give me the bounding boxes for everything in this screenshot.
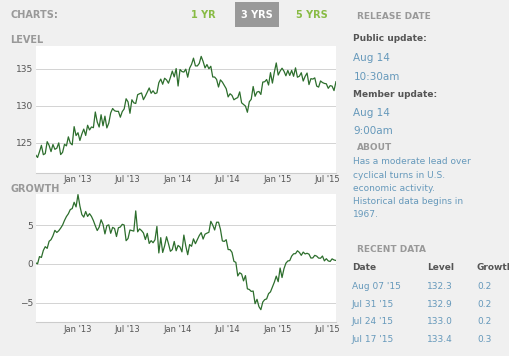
Text: ABOUT: ABOUT [357,143,392,152]
Text: 5 YRS: 5 YRS [296,10,327,20]
Text: Member update:: Member update: [353,90,438,99]
Text: Growth: Growth [477,263,509,272]
Text: Aug 14: Aug 14 [353,108,390,118]
Text: RELEASE DATE: RELEASE DATE [357,12,431,21]
Text: Aug 07 '15: Aug 07 '15 [352,282,401,291]
Text: GROWTH: GROWTH [10,184,60,194]
Text: Aug 14: Aug 14 [353,53,390,63]
Text: CHARTS:: CHARTS: [10,10,58,20]
Text: Public update:: Public update: [353,35,427,43]
Text: 0.2: 0.2 [477,300,491,309]
Text: 132.3: 132.3 [427,282,453,291]
Text: 1 YR: 1 YR [191,10,215,20]
Text: 10:30am: 10:30am [353,72,400,82]
Text: Jul 24 '15: Jul 24 '15 [352,318,393,326]
Text: Level: Level [427,263,454,272]
Text: 133.0: 133.0 [427,318,453,326]
Text: LEVEL: LEVEL [10,35,43,45]
Text: 132.9: 132.9 [427,300,453,309]
Text: 0.2: 0.2 [477,318,491,326]
Text: 0.3: 0.3 [477,335,491,344]
FancyBboxPatch shape [235,2,279,27]
Text: Jul 17 '15: Jul 17 '15 [352,335,394,344]
Text: Date: Date [352,263,376,272]
Text: Has a moderate lead over
cyclical turns in U.S.
economic activity.
Historical da: Has a moderate lead over cyclical turns … [353,157,471,219]
Text: RECENT DATA: RECENT DATA [357,245,426,254]
Text: Jul 31 '15: Jul 31 '15 [352,300,394,309]
Text: 133.4: 133.4 [427,335,453,344]
Text: 9:00am: 9:00am [353,126,393,136]
Text: 3 YRS: 3 YRS [241,10,273,20]
Text: 0.2: 0.2 [477,282,491,291]
